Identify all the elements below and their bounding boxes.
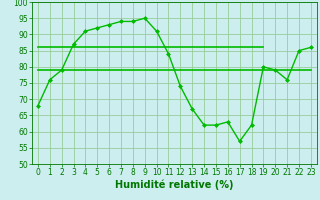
X-axis label: Humidité relative (%): Humidité relative (%) <box>115 180 234 190</box>
